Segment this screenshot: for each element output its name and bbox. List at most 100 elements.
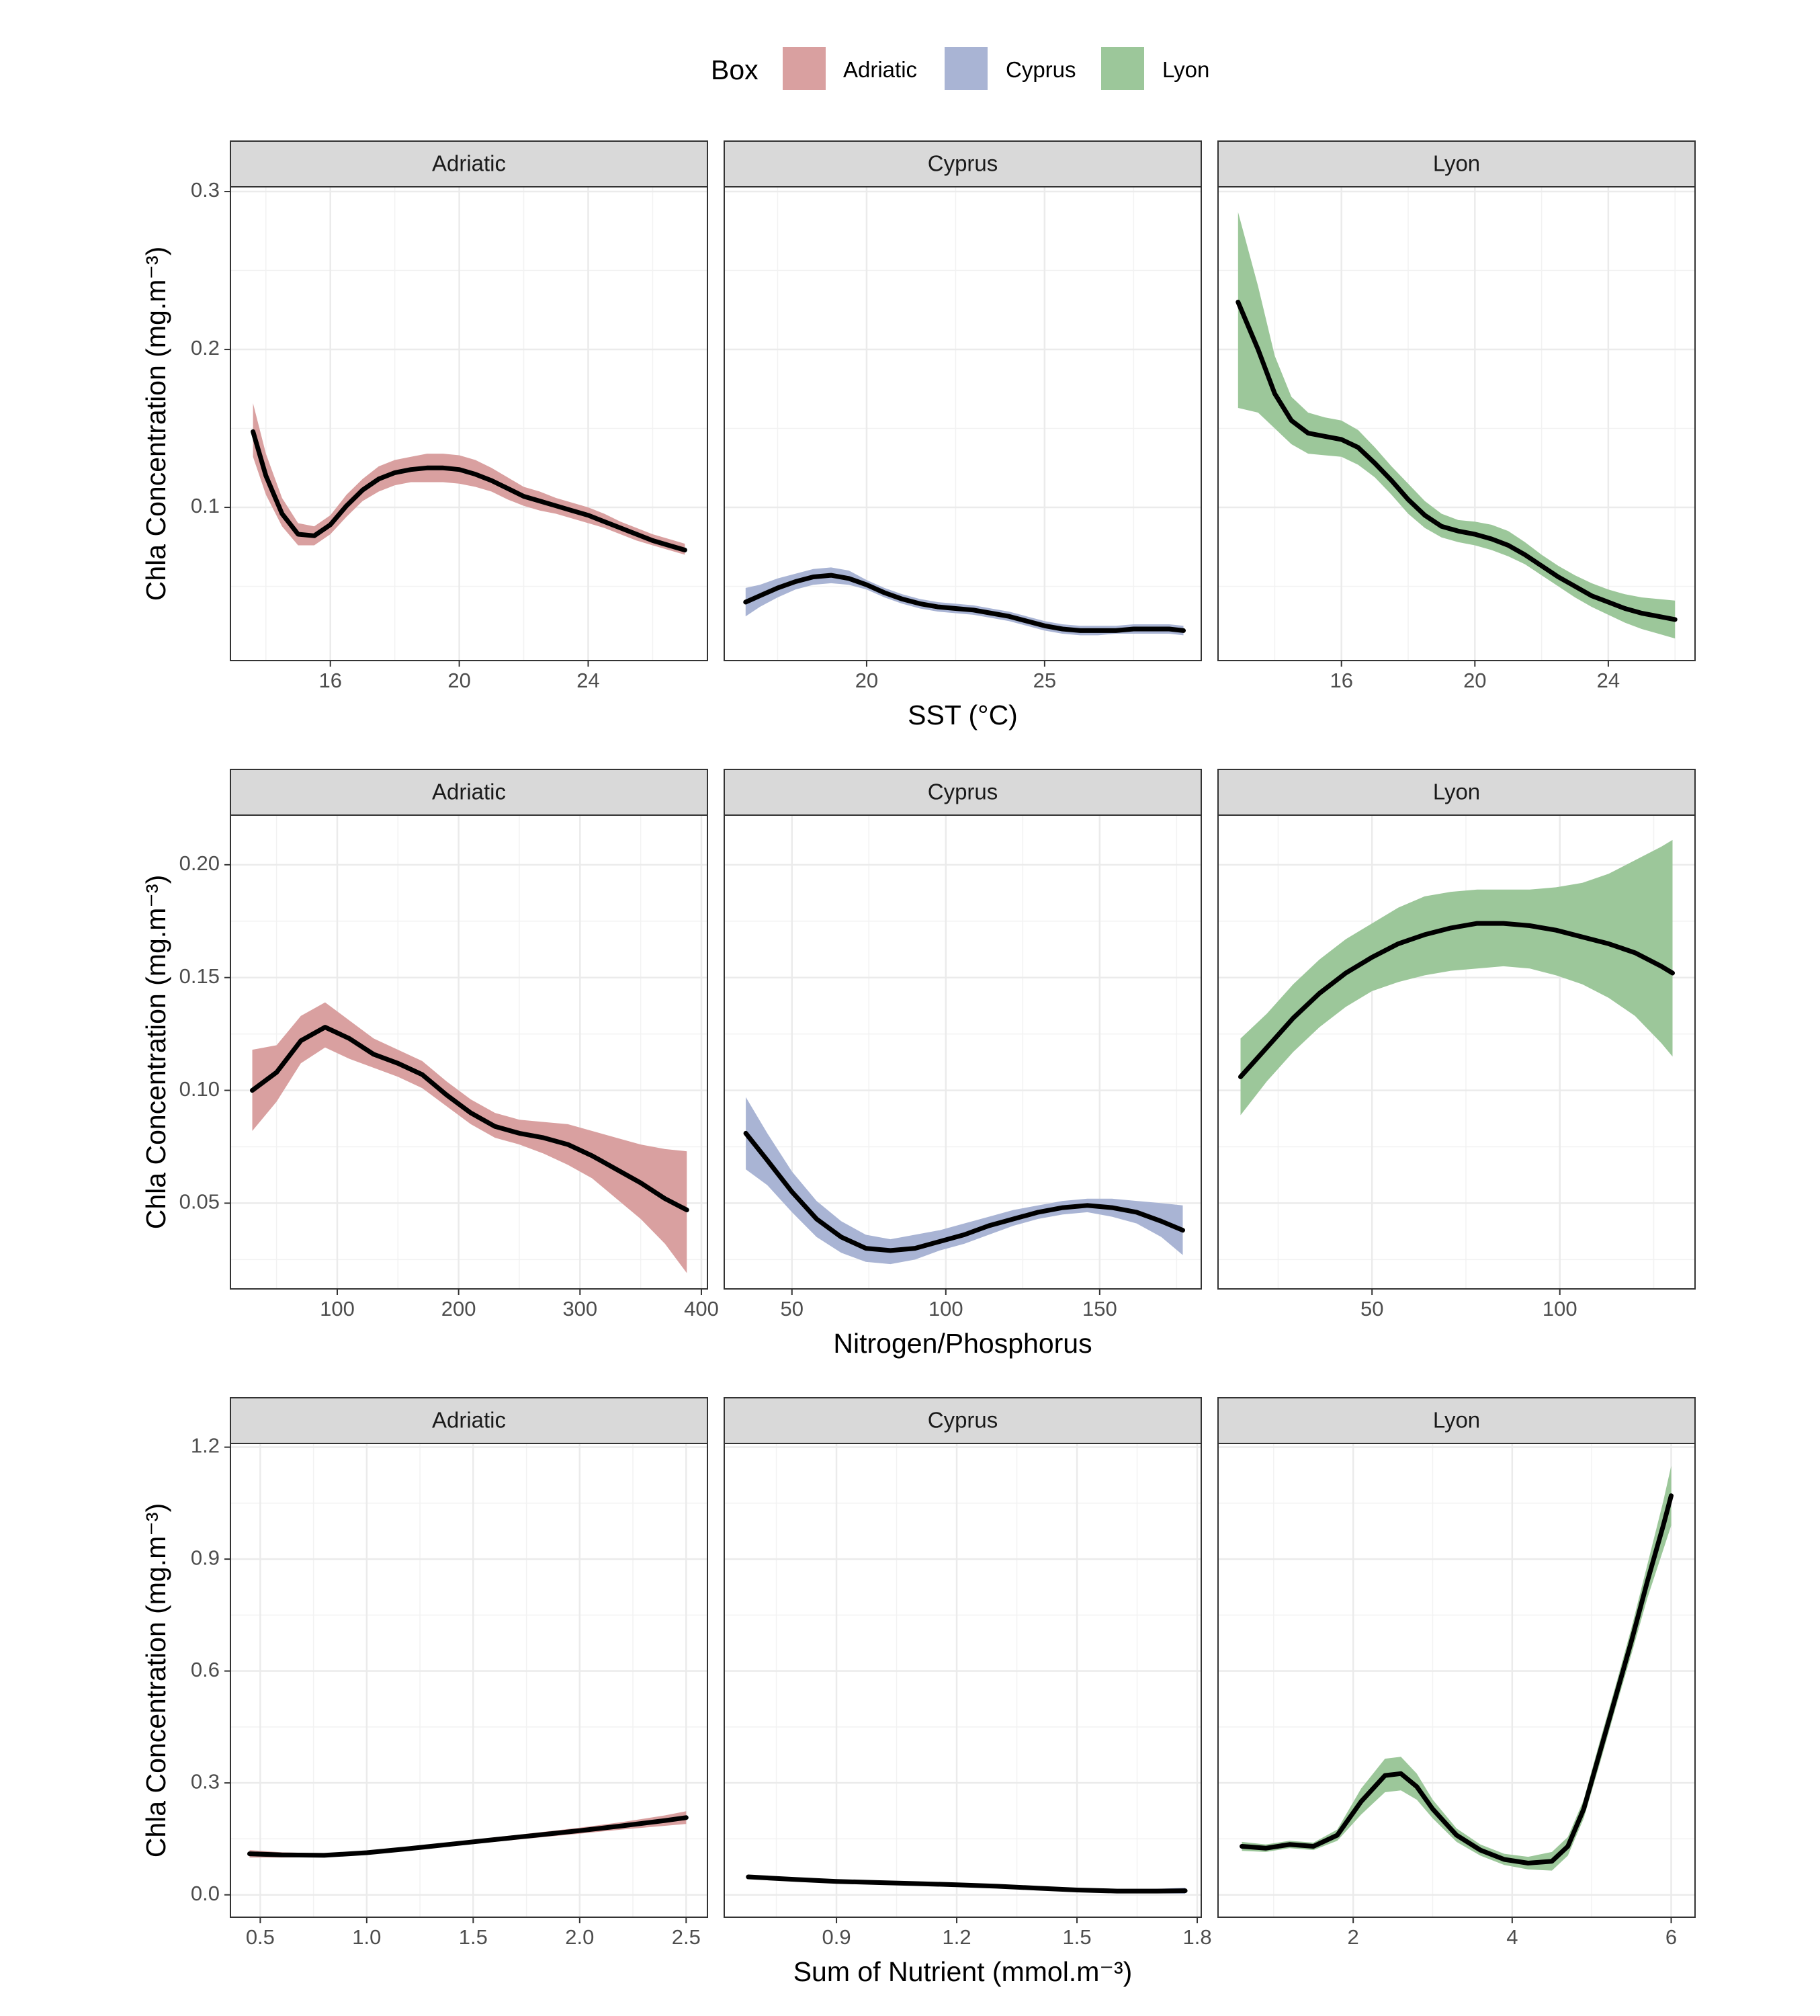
- chart-row-2: Chla Concentration (mg.m⁻³) 0.05 0.10 0.15 0…: [140, 769, 1696, 1359]
- y-tick-label: 0.20: [179, 851, 220, 875]
- confidence-ribbon-lyon: [1238, 212, 1676, 639]
- panel-border: [230, 1443, 708, 1918]
- y-tick-label: 0.10: [179, 1077, 220, 1101]
- x-tick-label: 20: [855, 669, 878, 692]
- x-tick-label: 4: [1506, 1925, 1518, 1949]
- legend-swatch-adriatic: [783, 47, 826, 90]
- smooth-line-lyon: [1236, 300, 1678, 622]
- panel-border: [1217, 186, 1696, 661]
- smooth-line-adriatic: [251, 429, 687, 552]
- panel-border: [724, 186, 1202, 661]
- y-tick-label: 0.05: [179, 1190, 220, 1214]
- x-tick-label: 100: [1543, 1297, 1577, 1320]
- panel-cyprus: Cyprus 0.9 1.2 1.5 1.8: [724, 1397, 1212, 1949]
- x-tick-label: 0.9: [822, 1925, 851, 1949]
- x-tick-label: 16: [318, 669, 341, 692]
- y-tick-label: 1.2: [191, 1434, 220, 1458]
- x-tick-label: 200: [441, 1297, 476, 1320]
- confidence-ribbon-adriatic: [252, 1002, 687, 1273]
- x-tick-label: 50: [1360, 1297, 1383, 1320]
- x-tick-label: 2.0: [565, 1925, 594, 1949]
- smooth-line-lyon: [1238, 921, 1675, 1079]
- legend-label-cyprus: Cyprus: [1006, 57, 1076, 82]
- x-tick-label: 150: [1082, 1297, 1117, 1320]
- y-tick-label: 0.6: [191, 1658, 220, 1681]
- y-tick-label: 0.1: [191, 494, 220, 517]
- x-tick-label: 6: [1665, 1925, 1677, 1949]
- y-tick-label: 0.15: [179, 964, 220, 988]
- panel-border: [1217, 1443, 1696, 1918]
- x-axis-title: SST (°C): [908, 700, 1018, 730]
- strip-label: Adriatic: [432, 780, 506, 804]
- legend-swatch-lyon: [1101, 47, 1144, 90]
- x-tick-label: 100: [928, 1297, 963, 1320]
- strip-label: Lyon: [1433, 780, 1480, 804]
- plot-background: [724, 1443, 1201, 1917]
- smooth-line-lyon: [1240, 1493, 1674, 1865]
- strip-label: Adriatic: [432, 151, 506, 176]
- confidence-ribbon-adriatic: [253, 403, 685, 555]
- strip-label: Lyon: [1433, 1408, 1480, 1433]
- x-tick-label: 24: [1597, 669, 1620, 692]
- x-tick-label: 1.8: [1182, 1925, 1211, 1949]
- panel-adriatic: Adriatic 0.5 1.0 1.5 2.0 2.5: [230, 1397, 708, 1949]
- strip-background: [230, 140, 708, 187]
- strip-background: [230, 769, 708, 816]
- smooth-line-cyprus: [743, 573, 1186, 633]
- x-tick-label: 25: [1033, 669, 1056, 692]
- chart-row-3: Chla Concentration (mg.m⁻³) 0.0 0.3 0.6 0.9 1…: [140, 1397, 1696, 1987]
- panel-lyon: Lyon 2 4 6: [1217, 1397, 1696, 1949]
- y-axis-title: Chla Concentration (mg.m⁻³): [140, 875, 171, 1229]
- legend-swatch-cyprus: [945, 47, 988, 90]
- strip-label: Cyprus: [928, 151, 998, 176]
- strip-label: Cyprus: [928, 1408, 998, 1433]
- strip-label: Lyon: [1433, 151, 1480, 176]
- x-tick-label: 0.5: [246, 1925, 275, 1949]
- strip-label: Adriatic: [432, 1408, 506, 1433]
- plot-background: [230, 187, 707, 661]
- panel-border: [1217, 814, 1696, 1290]
- strip-background: [724, 1397, 1202, 1444]
- panel-border: [230, 814, 708, 1290]
- smooth-line-cyprus: [743, 1130, 1185, 1253]
- legend-label-lyon: Lyon: [1162, 57, 1209, 82]
- x-tick-label: 1.2: [942, 1925, 971, 1949]
- x-tick-label: 50: [781, 1297, 804, 1320]
- y-tick-label: 0.2: [191, 336, 220, 360]
- panel-lyon: Lyon 16 20 24: [1217, 140, 1696, 692]
- y-tick-label: 0.0: [191, 1882, 220, 1905]
- panel-border: [230, 186, 708, 661]
- x-axis-title: Sum of Nutrient (mmol.m⁻³): [793, 1956, 1133, 1987]
- x-tick-label: 16: [1330, 669, 1352, 692]
- strip-label: Cyprus: [928, 780, 998, 804]
- x-tick-label: 100: [320, 1297, 355, 1320]
- confidence-ribbon-cyprus: [745, 567, 1184, 636]
- panel-border: [724, 814, 1202, 1290]
- panel-border: [724, 1443, 1202, 1918]
- x-tick-label: 1.0: [352, 1925, 381, 1949]
- y-tick-label: 0.3: [191, 178, 220, 202]
- panel-cyprus: Cyprus 50 100 150: [724, 769, 1202, 1320]
- confidence-ribbon-cyprus: [746, 1097, 1183, 1265]
- panel-cyprus: Cyprus 20 25: [724, 140, 1202, 692]
- x-tick-label: 1.5: [1062, 1925, 1091, 1949]
- x-tick-label: 2: [1348, 1925, 1359, 1949]
- chart-rows: Chla Concentration (mg.m⁻³) 0.1 0.2 0.3 Adri…: [140, 140, 1696, 1987]
- strip-background: [724, 769, 1202, 816]
- smooth-line-adriatic: [250, 1025, 689, 1212]
- legend-title: Box: [711, 54, 759, 85]
- smooth-line-cyprus: [746, 1874, 1188, 1894]
- plot-background: [724, 187, 1201, 661]
- x-tick-label: 300: [562, 1297, 597, 1320]
- x-tick-label: 400: [684, 1297, 719, 1320]
- y-tick-label: 0.9: [191, 1546, 220, 1569]
- legend: Box Adriatic Cyprus Lyon: [711, 47, 1209, 90]
- x-axis-title: Nitrogen/Phosphorus: [833, 1328, 1092, 1359]
- strip-background: [1217, 769, 1696, 816]
- plot-background: [230, 1443, 707, 1917]
- legend-label-adriatic: Adriatic: [843, 57, 917, 82]
- x-tick-label: 1.5: [459, 1925, 488, 1949]
- x-tick-label: 20: [447, 669, 470, 692]
- x-tick-label: 24: [576, 669, 599, 692]
- chart-row-1: Chla Concentration (mg.m⁻³) 0.1 0.2 0.3 Adri…: [140, 140, 1696, 730]
